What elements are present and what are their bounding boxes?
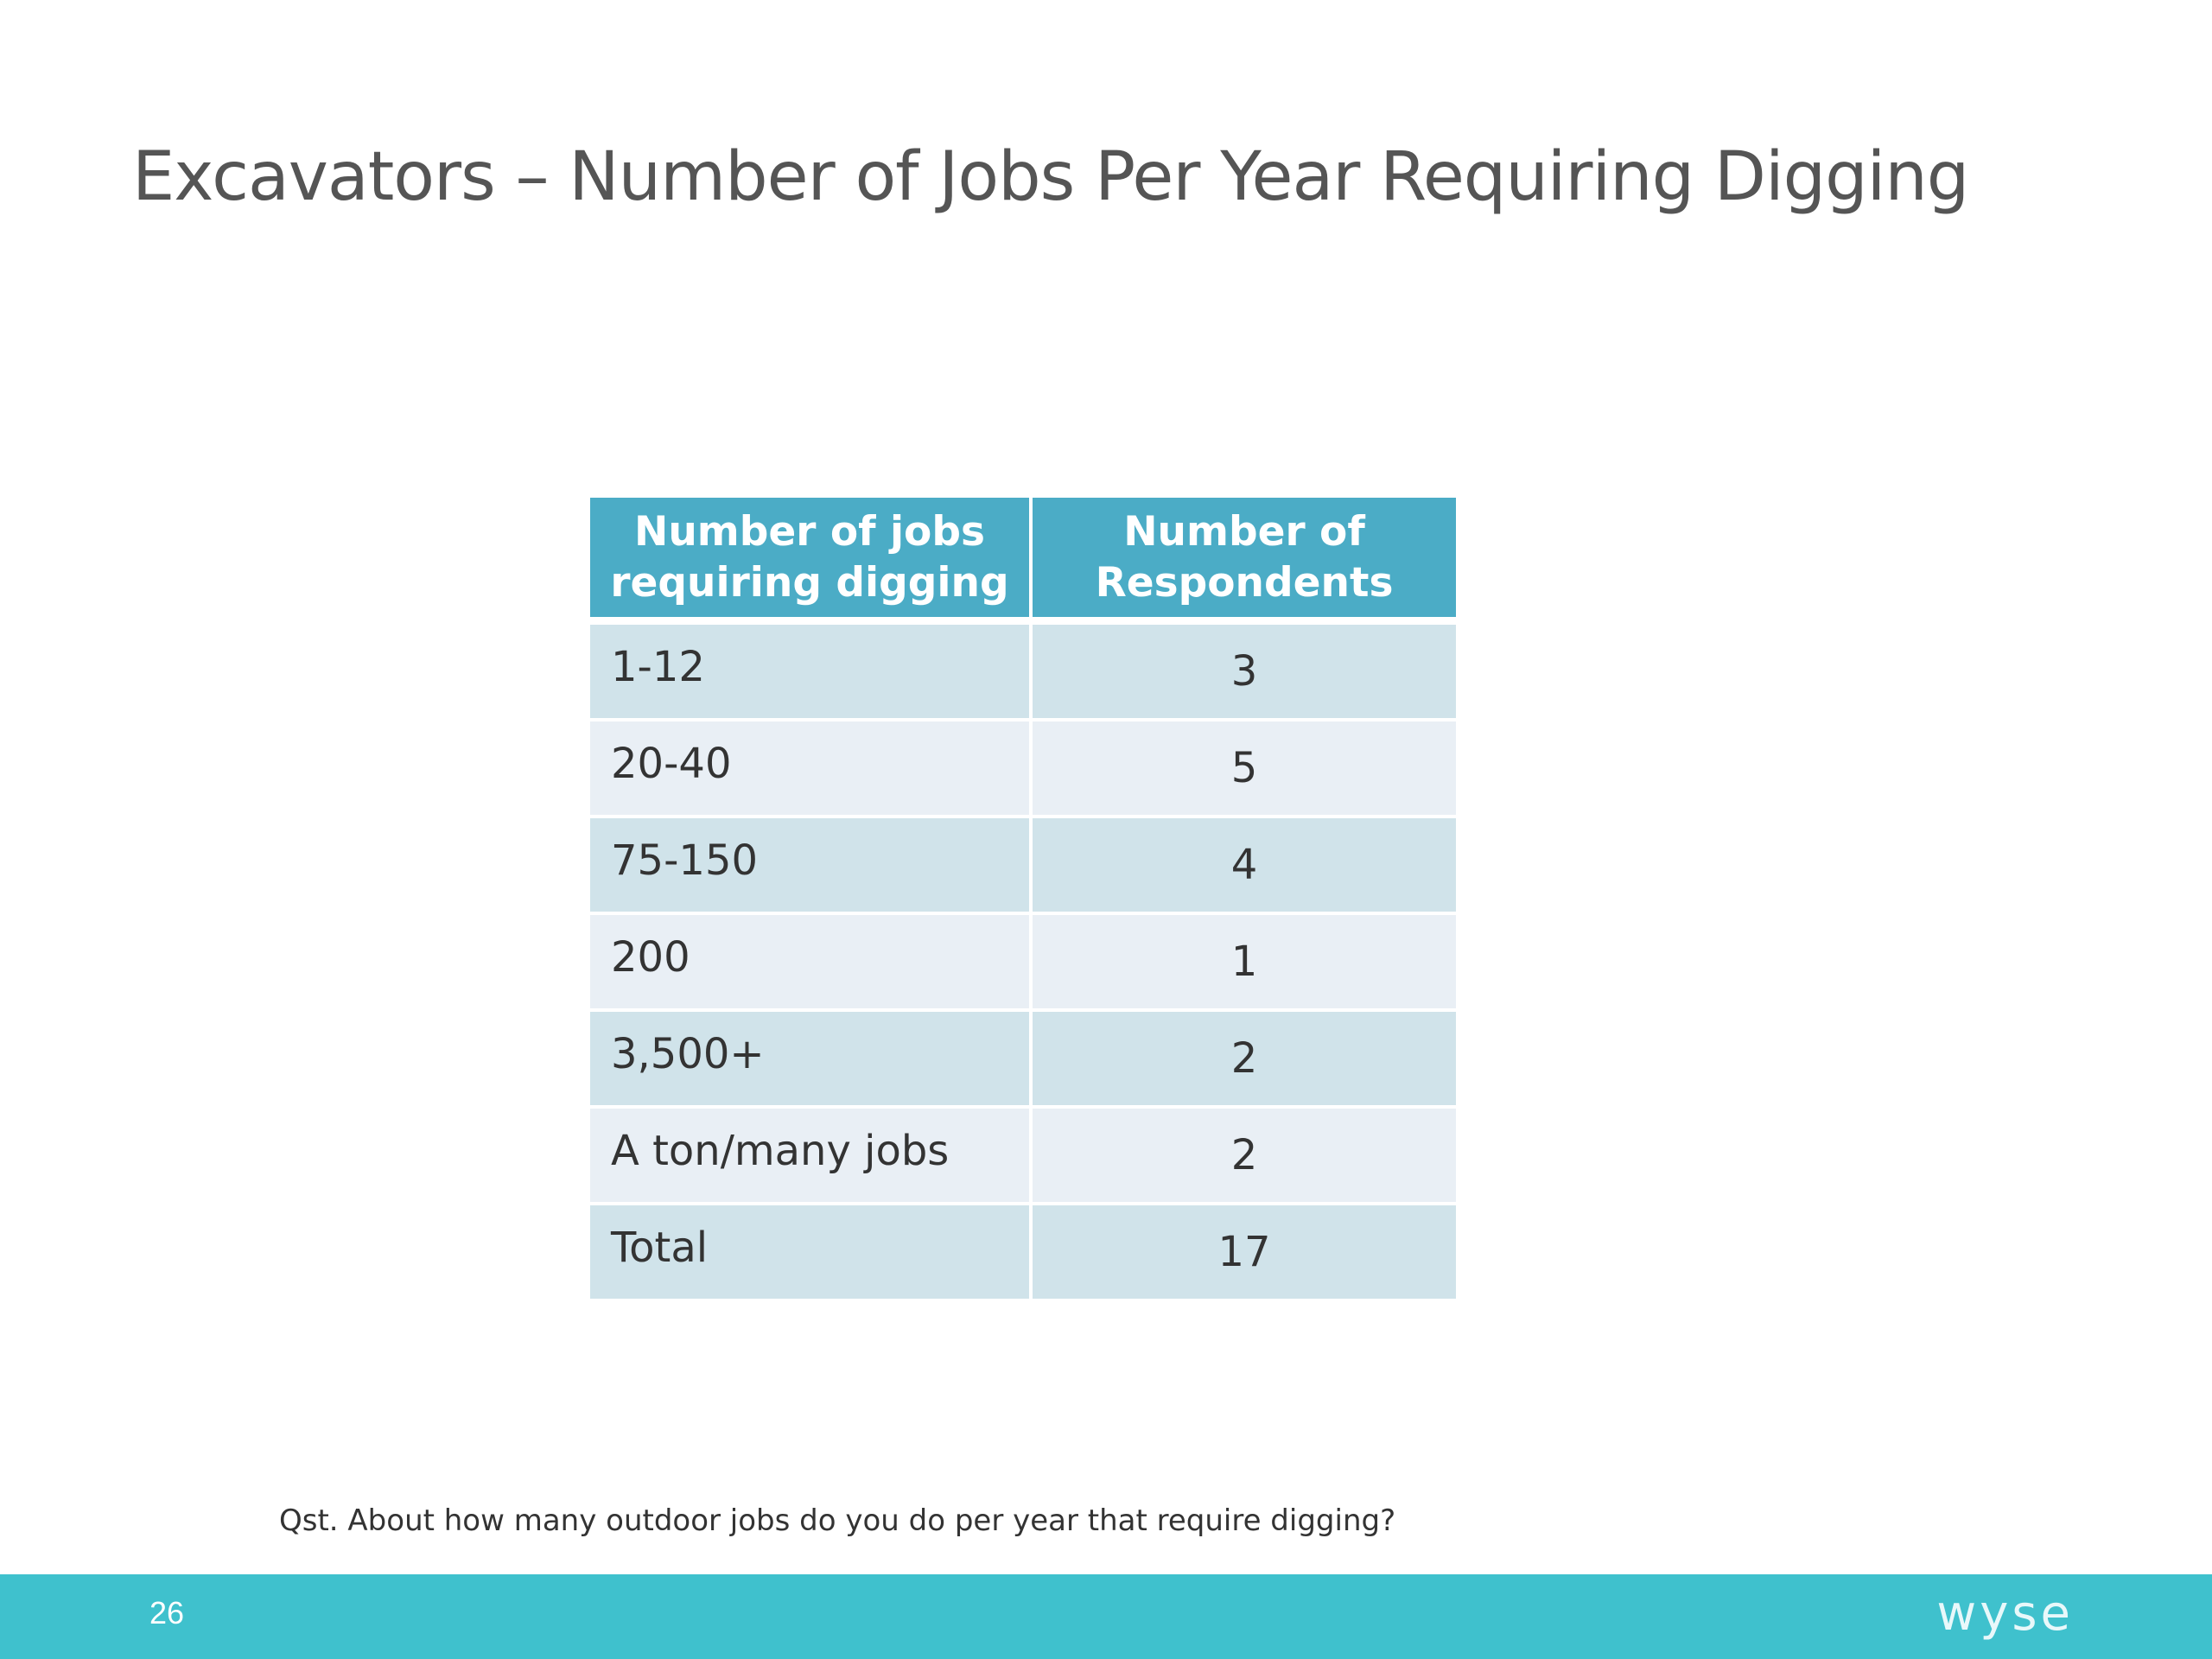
header-jobs-requiring-digging: Number of jobs requiring digging [590,498,1033,625]
table-header-row: Number of jobs requiring digging Number … [590,498,1456,625]
footer-bar: 26 wyse [0,1574,2212,1659]
row-value: 2 [1031,1010,1456,1109]
table-row: 200 1 [590,913,1456,1012]
row-label: 200 [590,913,1033,1012]
jobs-table: Number of jobs requiring digging Number … [590,498,1456,1299]
row-label: 1-12 [590,620,1033,721]
table-row-total: Total 17 [590,1204,1456,1299]
total-value: 17 [1031,1204,1456,1299]
header-number-of-respondents: Number of Respondents [1031,498,1456,625]
table-row: 1-12 3 [590,620,1456,721]
table-row: 75-150 4 [590,817,1456,915]
row-value: 4 [1031,817,1456,915]
row-value: 1 [1031,913,1456,1012]
brand-logo: wyse [1936,1586,2074,1642]
row-value: 5 [1031,720,1456,818]
row-value: 2 [1031,1107,1456,1205]
row-label: 75-150 [590,817,1033,915]
row-label: 3,500+ [590,1010,1033,1109]
table-row: A ton/many jobs 2 [590,1107,1456,1205]
row-label: A ton/many jobs [590,1107,1033,1205]
page-number: 26 [149,1595,185,1630]
row-value: 3 [1031,620,1456,721]
row-label: 20-40 [590,720,1033,818]
table-row: 20-40 5 [590,720,1456,818]
total-label: Total [590,1204,1033,1299]
slide-title: Excavators – Number of Jobs Per Year Req… [132,138,1969,216]
question-footnote: Qst. About how many outdoor jobs do you … [279,1503,1396,1538]
table-row: 3,500+ 2 [590,1010,1456,1109]
